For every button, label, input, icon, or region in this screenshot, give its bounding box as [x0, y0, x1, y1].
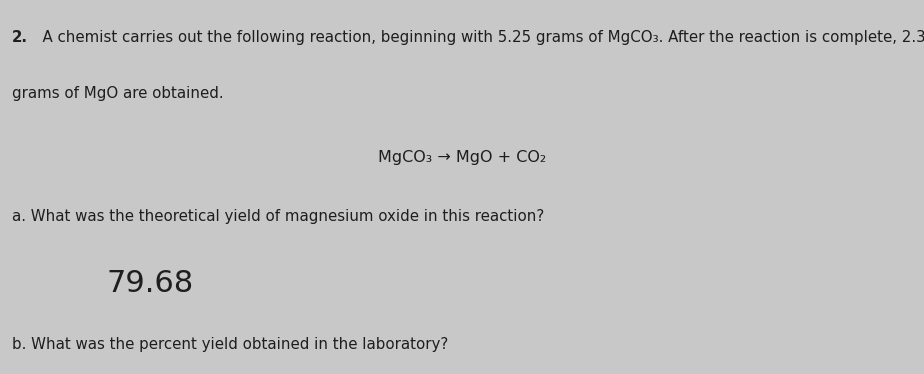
- Text: MgCO₃ → MgO + CO₂: MgCO₃ → MgO + CO₂: [378, 150, 546, 165]
- Text: b. What was the percent yield obtained in the laboratory?: b. What was the percent yield obtained i…: [12, 337, 448, 352]
- Text: 2.: 2.: [12, 30, 28, 45]
- Text: a. What was the theoretical yield of magnesium oxide in this reaction?: a. What was the theoretical yield of mag…: [12, 209, 544, 224]
- Text: 79.68: 79.68: [106, 269, 193, 298]
- Text: grams of MgO are obtained.: grams of MgO are obtained.: [12, 86, 224, 101]
- Text: A chemist carries out the following reaction, beginning with 5.25 grams of MgCO₃: A chemist carries out the following reac…: [33, 30, 924, 45]
